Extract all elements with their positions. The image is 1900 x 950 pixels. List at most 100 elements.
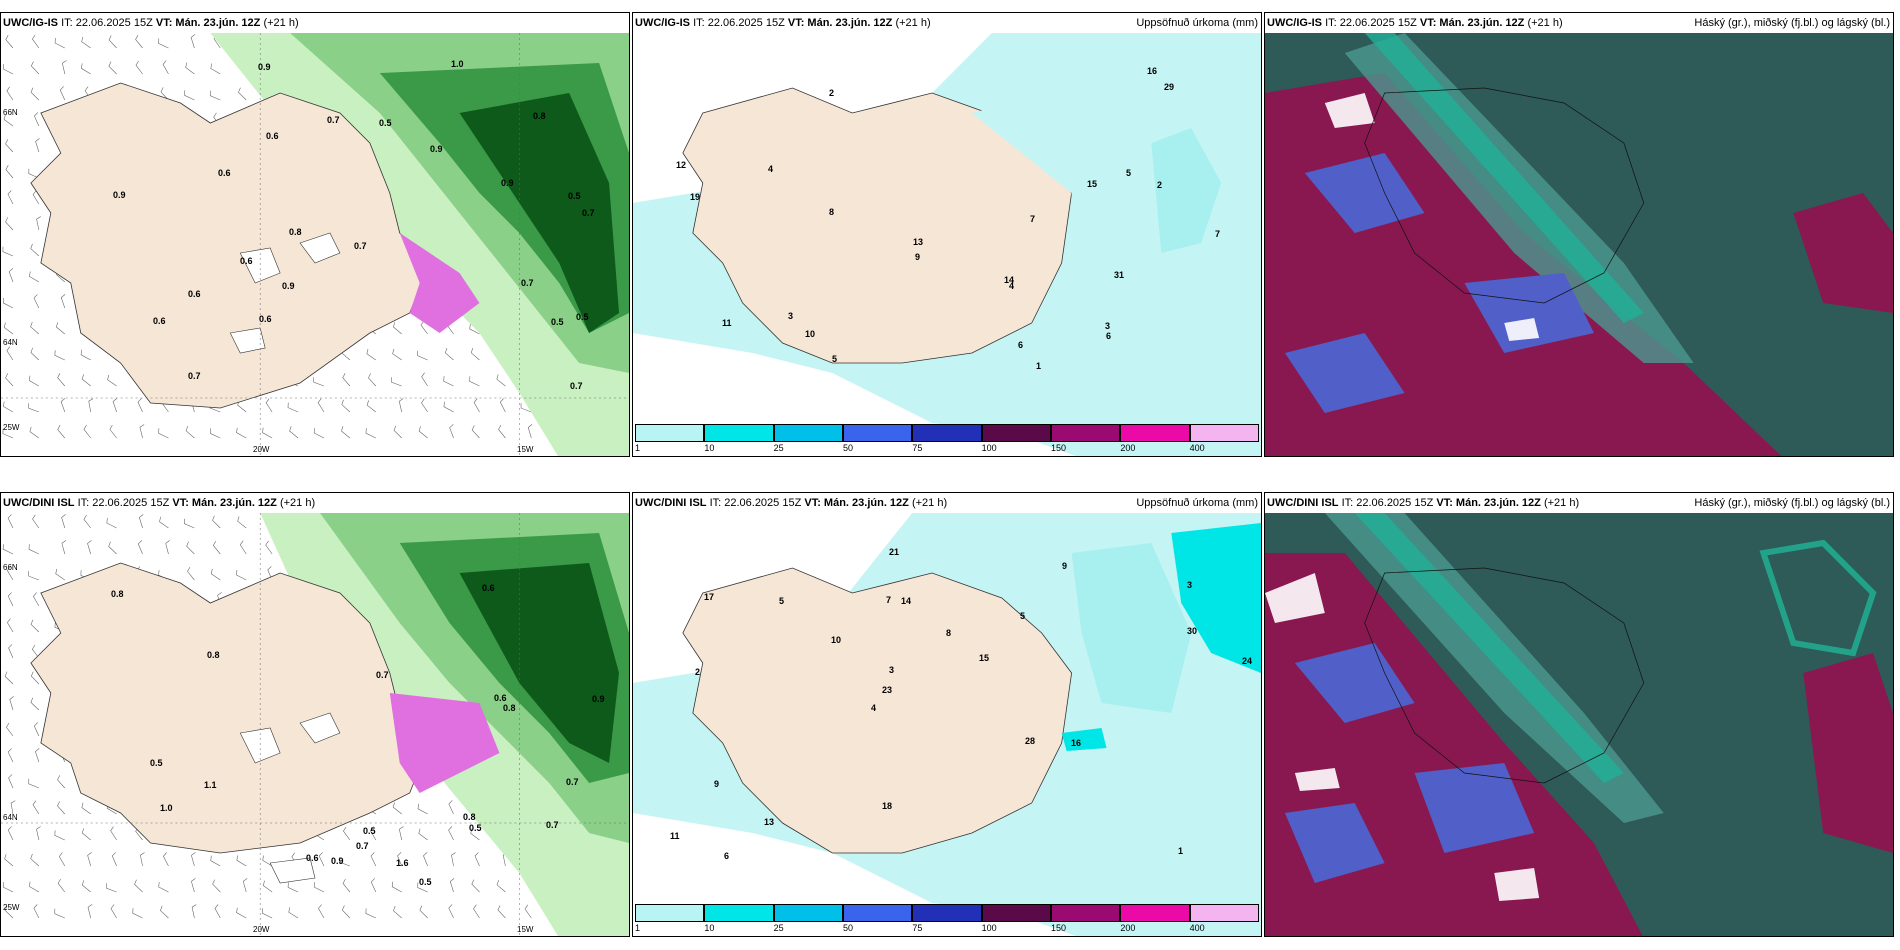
- value-label: 9: [714, 779, 720, 789]
- panel-header: UWC/IG-IS IT: 22.06.2025 15Z VT: Mán. 23…: [1, 13, 629, 33]
- magenta-area: [399, 233, 480, 333]
- panel-header: UWC/DINI ISL IT: 22.06.2025 15Z VT: Mán.…: [1, 493, 629, 513]
- cloud-red-east: [1793, 193, 1893, 313]
- value-label: 1: [1178, 846, 1184, 856]
- colorbar-swatch: [704, 424, 774, 442]
- valid-time: VT: Mán. 23.jún. 12Z: [787, 17, 893, 29]
- precip-east-heavy: [1171, 523, 1261, 673]
- value-label: 21: [889, 547, 900, 557]
- value-label: 0.7: [356, 841, 369, 851]
- value-label: 0.8: [111, 589, 124, 599]
- value-label: 28: [1025, 736, 1036, 746]
- colorbar-swatch: [1189, 904, 1259, 922]
- graticule: [1, 33, 629, 456]
- colorbar-swatch: [843, 424, 913, 442]
- colorbar-label: 25: [773, 443, 784, 453]
- value-label: 24: [1242, 656, 1253, 666]
- value-label: 5: [1126, 168, 1132, 178]
- init-time: IT: 22.06.2025 15Z: [61, 17, 153, 29]
- colorbar: 1 10 25 50 75 100 150 200 400: [635, 424, 1259, 454]
- value-label: 0.7: [546, 820, 559, 830]
- panel-header: UWC/IG-IS IT: 22.06.2025 15Z VT: Mán. 23…: [1265, 13, 1893, 33]
- value-label: 0.7: [521, 278, 534, 288]
- value-label: 0.5: [551, 317, 564, 327]
- init-time: IT: 22.06.2025 15Z: [1341, 497, 1434, 509]
- value-label: 2: [1157, 180, 1163, 190]
- colorbar-swatch: [843, 904, 913, 922]
- value-label: 0.9: [430, 144, 443, 154]
- value-label: 0.6: [218, 168, 231, 178]
- lead-time: (+21 h): [1543, 497, 1580, 509]
- colorbar-label: 100: [981, 443, 997, 453]
- colorbar-swatch: [912, 904, 982, 922]
- valid-time: VT: Mán. 23.jún. 12Z: [1419, 17, 1525, 29]
- lead-time: (+21 h): [1527, 17, 1563, 29]
- lat-label-64n: 64N: [3, 338, 18, 347]
- colorbar-swatch: [1051, 904, 1121, 922]
- value-label: 7: [1030, 214, 1036, 224]
- value-label: 1.0: [451, 59, 464, 69]
- value-label: 5: [832, 354, 838, 364]
- field-title: Uppsöfnuð úrkoma (mm): [1136, 17, 1258, 29]
- precip-northeast-area: [1151, 128, 1222, 253]
- colorbar-label: 150: [1051, 923, 1067, 933]
- value-label: 14: [1004, 275, 1015, 285]
- value-label: 0.5: [576, 312, 589, 322]
- value-label: 0.9: [592, 694, 605, 704]
- init-time: IT: 22.06.2025 15Z: [1325, 17, 1417, 29]
- panel-clouds-dini: UWC/DINI ISL IT: 22.06.2025 15Z VT: Mán.…: [1264, 492, 1894, 937]
- lead-time: (+21 h): [895, 17, 931, 29]
- value-label: 0.5: [363, 826, 376, 836]
- panel-precip-igis: UWC/IG-IS IT: 22.06.2025 15Z VT: Mán. 23…: [632, 12, 1262, 457]
- colorbar-swatch: [981, 424, 1051, 442]
- colorbar-label: 400: [1189, 443, 1205, 453]
- map-clouds: [1265, 513, 1893, 936]
- cloud-white-patches: [1324, 93, 1540, 341]
- value-label: 17: [704, 592, 715, 602]
- value-label: 1.6: [396, 858, 409, 868]
- value-label: 0.5: [150, 758, 163, 768]
- value-label: 0.7: [327, 115, 340, 125]
- value-label: 9: [915, 252, 921, 262]
- value-label: 0.6: [494, 693, 507, 703]
- colorbar-label: 200: [1120, 923, 1136, 933]
- model-name: UWC/DINI ISL: [635, 497, 707, 509]
- cloud-teal-ring: [1759, 539, 1877, 657]
- panel-precip-dini: UWC/DINI ISL IT: 22.06.2025 15Z VT: Mán.…: [632, 492, 1262, 937]
- colorbar-swatch: [635, 904, 705, 922]
- lead-time: (+21 h): [911, 497, 948, 509]
- valid-time: VT: Mán. 23.jún. 12Z: [1436, 497, 1541, 509]
- value-label: 0.9: [258, 62, 271, 72]
- value-label: 4: [871, 703, 877, 713]
- map-precip: [633, 33, 1261, 456]
- colorbar-label: 100: [981, 923, 997, 933]
- value-label: 12: [676, 160, 687, 170]
- colorbar-swatch: [704, 904, 774, 922]
- value-label: 15: [1087, 179, 1098, 189]
- colorbar-label: 25: [773, 923, 784, 933]
- value-label: 0.5: [379, 118, 392, 128]
- lon-label-20w: 20W: [253, 925, 270, 934]
- value-label: 0.7: [570, 381, 583, 391]
- model-name: UWC/IG-IS: [1267, 17, 1322, 29]
- model-name: UWC/IG-IS: [635, 17, 690, 29]
- colorbar-label: 1: [635, 923, 641, 933]
- valid-time: VT: Mán. 23.jún. 12Z: [155, 17, 261, 29]
- valid-time: VT: Mán. 23.jún. 12Z: [172, 497, 277, 509]
- cloud-red-east: [1803, 653, 1893, 853]
- lat-label-66n: 66N: [3, 563, 18, 572]
- colorbar-label: 75: [912, 443, 923, 453]
- value-label: 19: [690, 192, 701, 202]
- iceland-coastline: [1364, 567, 1645, 784]
- init-time: IT: 22.06.2025 15Z: [709, 497, 802, 509]
- colorbar-swatch: [1120, 424, 1190, 442]
- panel-wind-clouds-igis: UWC/IG-IS IT: 22.06.2025 15Z VT: Mán. 23…: [0, 12, 630, 457]
- precip-east-area: [971, 93, 1212, 333]
- colorbar-swatch: [1051, 424, 1121, 442]
- colorbar-label: 200: [1120, 443, 1136, 453]
- lead-time: (+21 h): [263, 17, 299, 29]
- value-label: 0.9: [282, 281, 295, 291]
- value-label: 13: [764, 817, 775, 827]
- panel-wind-clouds-dini: UWC/DINI ISL IT: 22.06.2025 15Z VT: Mán.…: [0, 492, 630, 937]
- colorbar-label: 50: [843, 443, 854, 453]
